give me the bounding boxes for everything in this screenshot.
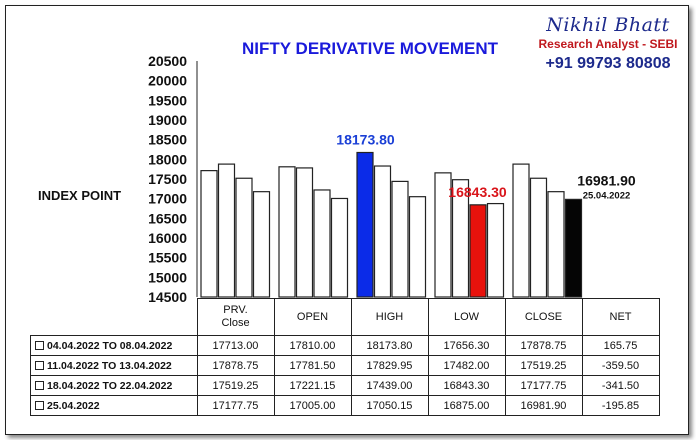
y-tick-label: 18000 — [148, 151, 187, 167]
bar — [391, 180, 409, 298]
y-tick-label: 19500 — [148, 92, 187, 108]
table-row: 18.04.2022 TO 22.04.2022 17519.25 17221.… — [30, 375, 660, 396]
bar — [217, 163, 236, 298]
brand-name: Nikhil Bhatt — [546, 14, 670, 36]
legend-square-icon — [35, 340, 44, 350]
table-cell: 18173.80 — [350, 335, 429, 356]
table-row: 25.04.2022 17177.75 17005.00 17050.15 16… — [30, 395, 660, 416]
table-cell: 17829.95 — [350, 355, 429, 376]
table-cell: 17482.00 — [427, 355, 506, 376]
bar — [547, 191, 565, 298]
table-cell: 165.75 — [581, 335, 660, 356]
row-label: 25.04.2022 — [30, 395, 198, 416]
header-high: HIGH — [350, 298, 429, 336]
table-cell: 17519.25 — [504, 355, 583, 376]
data-label: 18173.80 — [336, 131, 395, 147]
legend-square-icon — [35, 400, 44, 410]
y-tick-label: 17500 — [148, 171, 187, 187]
table-cell: 17656.30 — [427, 335, 506, 356]
table-cell: 17439.00 — [350, 375, 429, 396]
header-close: CLOSE — [504, 298, 583, 336]
bar — [252, 191, 271, 298]
table-cell: 17519.25 — [196, 375, 275, 396]
bar — [529, 177, 548, 298]
table-cell: -195.85 — [581, 395, 660, 416]
data-label: 16981.90 — [577, 172, 636, 188]
bar — [200, 170, 218, 298]
data-sublabel: 25.04.2022 — [583, 190, 631, 201]
brand-role: Research Analyst - SEBI — [538, 37, 678, 51]
table-cell: 17713.00 — [196, 335, 275, 356]
row-label: 11.04.2022 TO 13.04.2022 — [30, 355, 198, 376]
table-cell: 17005.00 — [273, 395, 352, 416]
row-label: 18.04.2022 TO 22.04.2022 — [30, 375, 198, 396]
bar — [408, 196, 427, 298]
bar — [330, 197, 349, 298]
table-cell: -341.50 — [581, 375, 660, 396]
chart-title: NIFTY DERIVATIVE MOVEMENT — [242, 39, 498, 58]
y-tick-label: 17000 — [148, 191, 187, 207]
table-header-row: PRV. Close OPEN HIGH LOW CLOSE NET — [30, 298, 660, 336]
table-cell: 17878.75 — [196, 355, 275, 376]
bar — [356, 151, 374, 298]
y-tick-label: 18500 — [148, 132, 187, 148]
bar — [486, 202, 505, 298]
bar — [512, 163, 530, 298]
bar — [313, 189, 331, 298]
table-cell: 17781.50 — [273, 355, 352, 376]
bar — [278, 166, 296, 298]
bar — [295, 167, 314, 298]
brand-block: Nikhil Bhatt Research Analyst - SEBI +91… — [528, 14, 688, 73]
header-low: LOW — [427, 298, 506, 336]
row-label: 04.04.2022 TO 08.04.2022 — [30, 335, 198, 356]
y-tick-label: 20000 — [148, 73, 187, 89]
table-cell: 17810.00 — [273, 335, 352, 356]
brand-phone: +91 99793 80808 — [545, 55, 671, 72]
header-prv-close: PRV. Close — [196, 298, 275, 336]
bar — [373, 165, 392, 298]
data-label: 16843.30 — [448, 184, 507, 200]
y-axis-label: INDEX POINT — [38, 188, 122, 203]
table-row: 11.04.2022 TO 13.04.2022 17878.75 17781.… — [30, 355, 660, 376]
table-cell: 16843.30 — [427, 375, 506, 396]
legend-square-icon — [35, 360, 44, 370]
data-table: PRV. Close OPEN HIGH LOW CLOSE NET 04.04… — [30, 298, 660, 416]
bar — [235, 177, 253, 298]
bar — [434, 172, 452, 298]
table-row: 04.04.2022 TO 08.04.2022 17713.00 17810.… — [30, 335, 660, 356]
bar — [469, 204, 487, 298]
table-cell: 16875.00 — [427, 395, 506, 416]
y-tick-label: 16500 — [148, 210, 187, 226]
bar — [564, 198, 583, 298]
table-cell: 17050.15 — [350, 395, 429, 416]
y-tick-label: 20500 — [148, 53, 187, 69]
y-tick-label: 16000 — [148, 230, 187, 246]
y-tick-label: 19000 — [148, 112, 187, 128]
y-tick-label: 15000 — [148, 269, 187, 285]
legend-square-icon — [35, 380, 44, 390]
y-tick-label: 15500 — [148, 250, 187, 266]
table-cell: 17878.75 — [504, 335, 583, 356]
table-corner — [30, 298, 198, 336]
table-cell: 16981.90 — [504, 395, 583, 416]
header-net: NET — [581, 298, 660, 336]
header-open: OPEN — [273, 298, 352, 336]
table-cell: 17177.75 — [504, 375, 583, 396]
table-cell: -359.50 — [581, 355, 660, 376]
table-cell: 17177.75 — [196, 395, 275, 416]
table-cell: 17221.15 — [273, 375, 352, 396]
bar — [451, 179, 470, 298]
